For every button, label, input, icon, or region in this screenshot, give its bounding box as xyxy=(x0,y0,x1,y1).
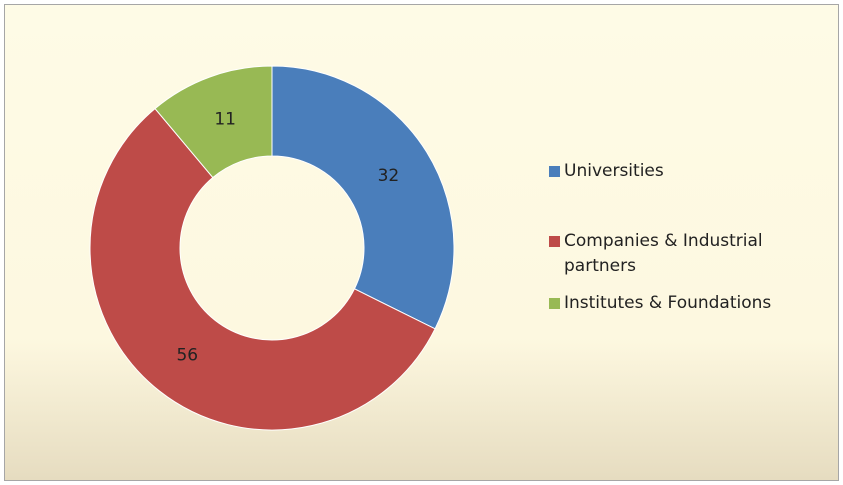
data-label: 32 xyxy=(378,166,400,186)
legend-swatch xyxy=(549,166,560,177)
legend-label: Companies & Industrial partners xyxy=(564,231,763,276)
legend-item: Universities xyxy=(549,159,794,184)
legend-swatch xyxy=(549,298,560,309)
donut-segment xyxy=(154,65,273,179)
legend-item: Institutes & Foundations xyxy=(549,291,794,316)
data-label: 56 xyxy=(176,346,198,366)
legend-label: Universities xyxy=(564,161,664,181)
data-label: 11 xyxy=(214,109,236,129)
donut-segment xyxy=(271,65,455,330)
legend-item: Companies & Industrial partners xyxy=(549,229,794,279)
legend-label: Institutes & Foundations xyxy=(564,293,772,313)
donut-segment xyxy=(89,107,436,431)
legend-swatch xyxy=(549,236,560,247)
